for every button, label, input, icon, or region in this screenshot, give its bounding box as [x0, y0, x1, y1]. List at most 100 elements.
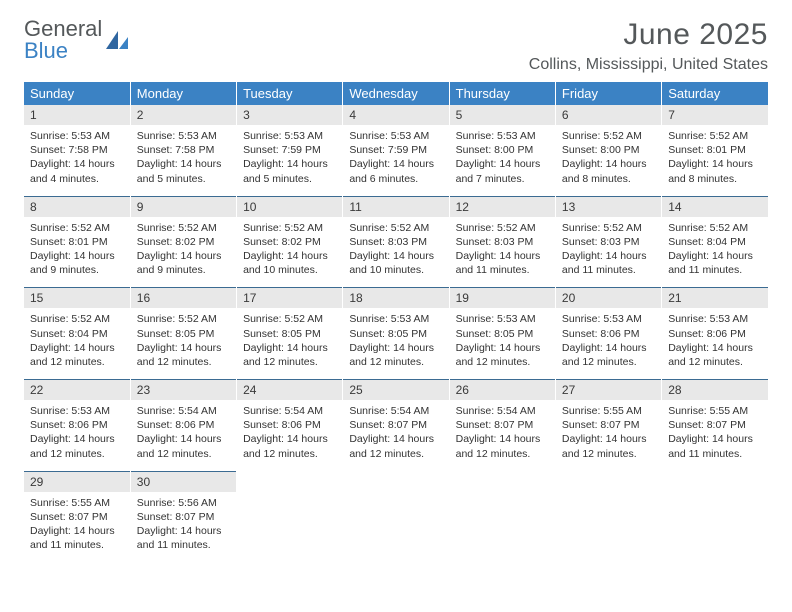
day-number: 10 [237, 196, 343, 217]
sunset-text: Sunset: 8:07 PM [456, 418, 549, 432]
sunset-text: Sunset: 8:06 PM [30, 418, 124, 432]
sunrise-text: Sunrise: 5:52 AM [243, 221, 336, 235]
day-detail-cell: Sunrise: 5:52 AMSunset: 8:05 PMDaylight:… [130, 308, 236, 379]
sunset-text: Sunset: 8:02 PM [243, 235, 336, 249]
daylight-text: Daylight: 14 hours and 12 minutes. [349, 432, 442, 460]
sunrise-text: Sunrise: 5:53 AM [349, 312, 442, 326]
sunset-text: Sunset: 8:01 PM [30, 235, 124, 249]
daylight-text: Daylight: 14 hours and 11 minutes. [30, 524, 124, 552]
sunset-text: Sunset: 8:05 PM [456, 327, 549, 341]
sunset-text: Sunset: 7:58 PM [30, 143, 124, 157]
day-detail-cell: Sunrise: 5:55 AMSunset: 8:07 PMDaylight:… [24, 492, 130, 563]
sunrise-text: Sunrise: 5:54 AM [456, 404, 549, 418]
sunrise-text: Sunrise: 5:55 AM [562, 404, 655, 418]
day-detail-cell: Sunrise: 5:54 AMSunset: 8:06 PMDaylight:… [130, 400, 236, 471]
sunset-text: Sunset: 8:07 PM [668, 418, 762, 432]
daylight-text: Daylight: 14 hours and 12 minutes. [243, 432, 336, 460]
calendar-body: 1234567Sunrise: 5:53 AMSunset: 7:58 PMDa… [24, 105, 768, 562]
sunrise-text: Sunrise: 5:53 AM [668, 312, 762, 326]
daylight-text: Daylight: 14 hours and 10 minutes. [243, 249, 336, 277]
calendar-page: General Blue June 2025 Collins, Mississi… [0, 0, 792, 612]
day-detail-row: Sunrise: 5:52 AMSunset: 8:01 PMDaylight:… [24, 217, 768, 288]
day-detail-row: Sunrise: 5:53 AMSunset: 7:58 PMDaylight:… [24, 125, 768, 196]
sunset-text: Sunset: 8:03 PM [562, 235, 655, 249]
day-detail-cell: Sunrise: 5:52 AMSunset: 8:03 PMDaylight:… [343, 217, 449, 288]
day-detail-cell: Sunrise: 5:52 AMSunset: 8:04 PMDaylight:… [24, 308, 130, 379]
weekday-header: Saturday [662, 82, 768, 105]
day-detail-cell: Sunrise: 5:56 AMSunset: 8:07 PMDaylight:… [130, 492, 236, 563]
daylight-text: Daylight: 14 hours and 11 minutes. [668, 432, 762, 460]
daylight-text: Daylight: 14 hours and 5 minutes. [137, 157, 230, 185]
day-detail-cell: Sunrise: 5:55 AMSunset: 8:07 PMDaylight:… [555, 400, 661, 471]
day-number: 30 [130, 471, 236, 492]
day-detail-cell: Sunrise: 5:52 AMSunset: 8:01 PMDaylight:… [24, 217, 130, 288]
day-detail-cell: Sunrise: 5:53 AMSunset: 7:59 PMDaylight:… [343, 125, 449, 196]
day-detail-row: Sunrise: 5:52 AMSunset: 8:04 PMDaylight:… [24, 308, 768, 379]
sunrise-text: Sunrise: 5:54 AM [243, 404, 336, 418]
day-number: 13 [555, 196, 661, 217]
daylight-text: Daylight: 14 hours and 7 minutes. [456, 157, 549, 185]
day-detail-cell: Sunrise: 5:52 AMSunset: 8:03 PMDaylight:… [449, 217, 555, 288]
sunrise-text: Sunrise: 5:53 AM [456, 129, 549, 143]
day-number: 11 [343, 196, 449, 217]
calendar-table: Sunday Monday Tuesday Wednesday Thursday… [24, 82, 768, 562]
sunset-text: Sunset: 8:00 PM [456, 143, 549, 157]
day-number-row: 2930 [24, 471, 768, 492]
sunset-text: Sunset: 8:07 PM [562, 418, 655, 432]
sunset-text: Sunset: 8:05 PM [137, 327, 230, 341]
sunset-text: Sunset: 8:04 PM [30, 327, 124, 341]
sunset-text: Sunset: 8:07 PM [137, 510, 230, 524]
sunrise-text: Sunrise: 5:53 AM [562, 312, 655, 326]
day-detail-cell: Sunrise: 5:53 AMSunset: 8:05 PMDaylight:… [343, 308, 449, 379]
day-detail-cell: Sunrise: 5:53 AMSunset: 8:06 PMDaylight:… [24, 400, 130, 471]
day-detail-cell: Sunrise: 5:54 AMSunset: 8:07 PMDaylight:… [343, 400, 449, 471]
day-detail-cell: Sunrise: 5:53 AMSunset: 7:58 PMDaylight:… [24, 125, 130, 196]
day-detail-cell: Sunrise: 5:52 AMSunset: 8:03 PMDaylight:… [555, 217, 661, 288]
weekday-header: Monday [130, 82, 236, 105]
sunrise-text: Sunrise: 5:53 AM [349, 129, 442, 143]
daylight-text: Daylight: 14 hours and 10 minutes. [349, 249, 442, 277]
day-detail-cell: Sunrise: 5:53 AMSunset: 8:06 PMDaylight:… [662, 308, 768, 379]
weekday-header: Tuesday [237, 82, 343, 105]
day-number: 12 [449, 196, 555, 217]
day-detail-cell: Sunrise: 5:53 AMSunset: 8:06 PMDaylight:… [555, 308, 661, 379]
day-number: 7 [662, 105, 768, 125]
day-detail-cell: Sunrise: 5:54 AMSunset: 8:07 PMDaylight:… [449, 400, 555, 471]
sunset-text: Sunset: 8:05 PM [243, 327, 336, 341]
daylight-text: Daylight: 14 hours and 4 minutes. [30, 157, 124, 185]
sunset-text: Sunset: 8:03 PM [456, 235, 549, 249]
day-detail-row: Sunrise: 5:53 AMSunset: 8:06 PMDaylight:… [24, 400, 768, 471]
sunset-text: Sunset: 7:59 PM [349, 143, 442, 157]
day-number-row: 1234567 [24, 105, 768, 125]
brand-name-blue: Blue [24, 38, 68, 63]
daylight-text: Daylight: 14 hours and 9 minutes. [30, 249, 124, 277]
daylight-text: Daylight: 14 hours and 8 minutes. [668, 157, 762, 185]
weekday-header: Sunday [24, 82, 130, 105]
day-detail-cell: Sunrise: 5:52 AMSunset: 8:02 PMDaylight:… [237, 217, 343, 288]
sunset-text: Sunset: 7:58 PM [137, 143, 230, 157]
day-number: 26 [449, 380, 555, 401]
sunrise-text: Sunrise: 5:52 AM [668, 221, 762, 235]
brand-logo: General Blue [24, 18, 130, 62]
day-number: 6 [555, 105, 661, 125]
day-number: 18 [343, 288, 449, 309]
day-number: 21 [662, 288, 768, 309]
daylight-text: Daylight: 14 hours and 12 minutes. [562, 341, 655, 369]
sunrise-text: Sunrise: 5:53 AM [456, 312, 549, 326]
day-number: 5 [449, 105, 555, 125]
sunrise-text: Sunrise: 5:52 AM [562, 129, 655, 143]
day-number: 23 [130, 380, 236, 401]
day-detail-cell: Sunrise: 5:54 AMSunset: 8:06 PMDaylight:… [237, 400, 343, 471]
daylight-text: Daylight: 14 hours and 12 minutes. [668, 341, 762, 369]
daylight-text: Daylight: 14 hours and 12 minutes. [243, 341, 336, 369]
day-detail-cell: Sunrise: 5:53 AMSunset: 7:59 PMDaylight:… [237, 125, 343, 196]
sunset-text: Sunset: 8:06 PM [137, 418, 230, 432]
day-number-row: 22232425262728 [24, 380, 768, 401]
daylight-text: Daylight: 14 hours and 11 minutes. [562, 249, 655, 277]
daylight-text: Daylight: 14 hours and 12 minutes. [137, 341, 230, 369]
empty-cell [449, 471, 555, 492]
daylight-text: Daylight: 14 hours and 12 minutes. [30, 432, 124, 460]
empty-cell [343, 471, 449, 492]
sunset-text: Sunset: 8:02 PM [137, 235, 230, 249]
sunset-text: Sunset: 7:59 PM [243, 143, 336, 157]
